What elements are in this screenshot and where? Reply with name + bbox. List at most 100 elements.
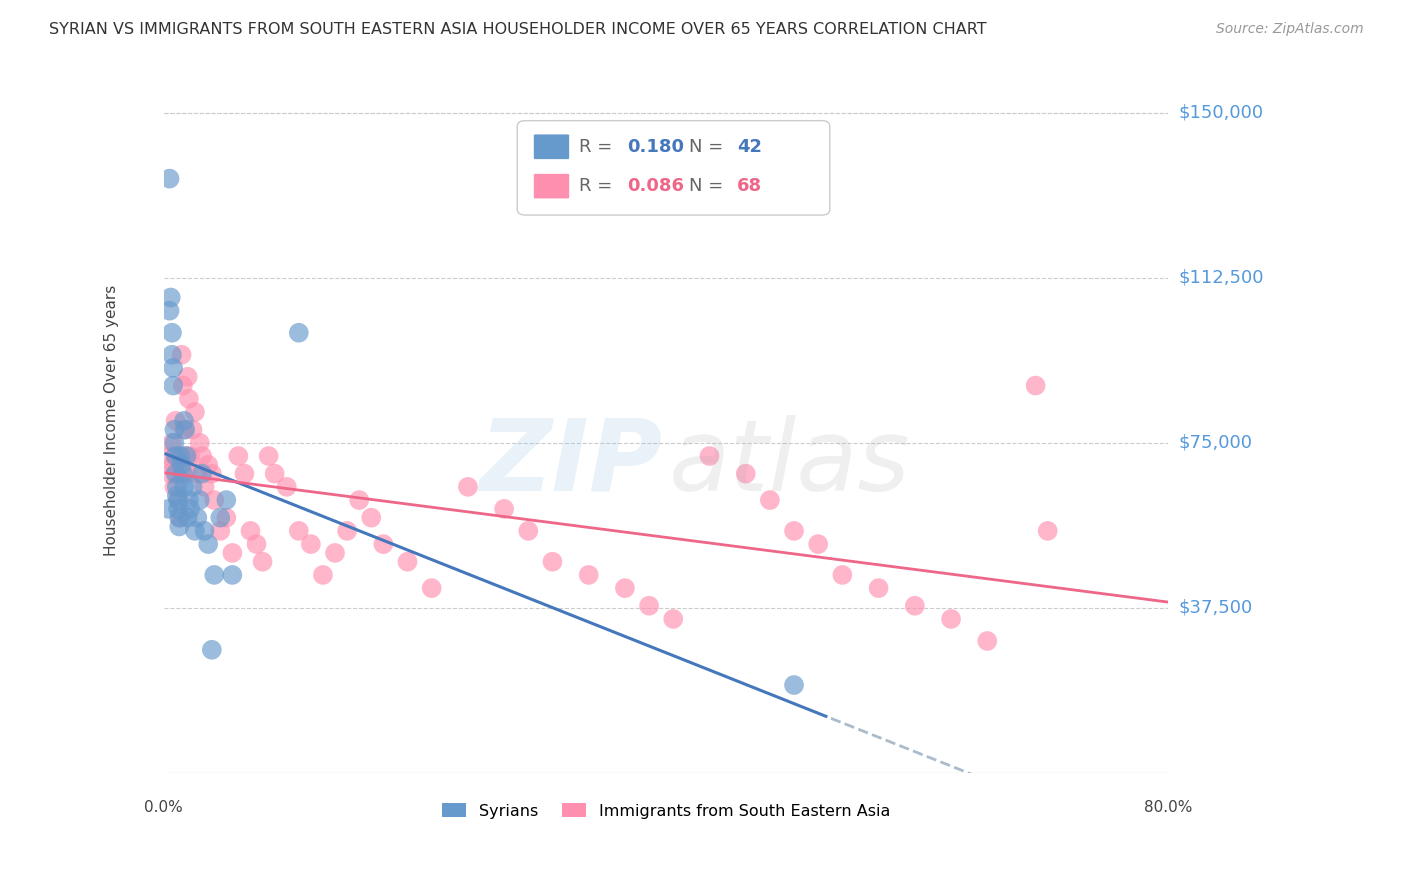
Point — [166, 480, 188, 494]
Point — [209, 524, 232, 538]
Point — [174, 449, 197, 463]
Point — [184, 405, 207, 419]
Point — [159, 449, 181, 463]
Text: R =: R = — [579, 178, 617, 195]
Point — [494, 501, 516, 516]
Point — [201, 467, 224, 481]
Text: Householder Income Over 65 years: Householder Income Over 65 years — [104, 285, 118, 557]
Point — [172, 378, 194, 392]
Point — [188, 493, 211, 508]
Point — [172, 467, 194, 481]
Point — [201, 642, 224, 657]
Point — [167, 493, 190, 508]
Point — [215, 493, 238, 508]
Text: ZIP: ZIP — [479, 415, 664, 512]
Point — [176, 369, 198, 384]
Point — [191, 449, 214, 463]
Point — [177, 493, 200, 508]
Point — [734, 467, 756, 481]
Point — [165, 467, 187, 481]
Point — [202, 493, 225, 508]
Point — [173, 480, 195, 494]
Point — [396, 555, 419, 569]
Legend: Syrians, Immigrants from South Eastern Asia: Syrians, Immigrants from South Eastern A… — [436, 797, 897, 825]
Point — [159, 303, 181, 318]
Point — [162, 361, 184, 376]
Point — [1036, 524, 1059, 538]
Point — [162, 378, 184, 392]
Point — [163, 435, 186, 450]
Point — [194, 480, 217, 494]
Point — [541, 555, 564, 569]
Point — [221, 568, 243, 582]
FancyBboxPatch shape — [517, 120, 830, 215]
Point — [160, 326, 183, 340]
Point — [181, 480, 204, 494]
Point — [194, 524, 217, 538]
Point — [186, 510, 208, 524]
Point — [662, 612, 685, 626]
Point — [699, 449, 721, 463]
Point — [181, 423, 204, 437]
Point — [759, 493, 782, 508]
Point — [176, 467, 198, 481]
Point — [176, 449, 198, 463]
Point — [169, 510, 191, 524]
Text: 68: 68 — [737, 178, 762, 195]
Text: SYRIAN VS IMMIGRANTS FROM SOUTH EASTERN ASIA HOUSEHOLDER INCOME OVER 65 YEARS CO: SYRIAN VS IMMIGRANTS FROM SOUTH EASTERN … — [49, 22, 987, 37]
Text: atlas: atlas — [669, 415, 911, 512]
Point — [163, 480, 186, 494]
Point — [221, 546, 243, 560]
Text: $112,500: $112,500 — [1178, 268, 1264, 286]
Point — [323, 546, 346, 560]
Point — [457, 480, 479, 494]
Text: $150,000: $150,000 — [1178, 103, 1263, 121]
Point — [167, 519, 190, 533]
Point — [868, 581, 890, 595]
Point — [613, 581, 636, 595]
Point — [197, 458, 219, 472]
Point — [165, 449, 187, 463]
Point — [1025, 378, 1047, 392]
Point — [167, 501, 190, 516]
Point — [167, 510, 190, 524]
Text: 80.0%: 80.0% — [1144, 800, 1192, 814]
Text: Source: ZipAtlas.com: Source: ZipAtlas.com — [1216, 22, 1364, 37]
Point — [166, 489, 188, 503]
Point — [807, 537, 830, 551]
Point — [517, 524, 540, 538]
Point — [202, 568, 225, 582]
Point — [163, 423, 186, 437]
Text: N =: N = — [689, 178, 730, 195]
Point — [578, 568, 600, 582]
Point — [299, 537, 322, 551]
Point — [215, 510, 238, 524]
Text: N =: N = — [689, 137, 730, 156]
Point — [373, 537, 395, 551]
Point — [184, 524, 207, 538]
Point — [174, 423, 197, 437]
Text: R =: R = — [579, 137, 617, 156]
Point — [179, 449, 201, 463]
Point — [257, 449, 280, 463]
Point — [209, 510, 232, 524]
Text: 0.086: 0.086 — [627, 178, 683, 195]
Point — [165, 414, 187, 428]
Point — [360, 510, 382, 524]
Point — [167, 467, 190, 481]
Point — [160, 435, 183, 450]
Point — [228, 449, 250, 463]
Text: $37,500: $37,500 — [1178, 599, 1253, 617]
Point — [197, 537, 219, 551]
Point — [170, 348, 193, 362]
Point — [288, 524, 311, 538]
Text: 0.180: 0.180 — [627, 137, 683, 156]
Point — [336, 524, 359, 538]
Text: 42: 42 — [737, 137, 762, 156]
Point — [276, 480, 298, 494]
Point — [263, 467, 285, 481]
Point — [904, 599, 927, 613]
Point — [159, 171, 181, 186]
Point — [245, 537, 267, 551]
Point — [976, 634, 998, 648]
